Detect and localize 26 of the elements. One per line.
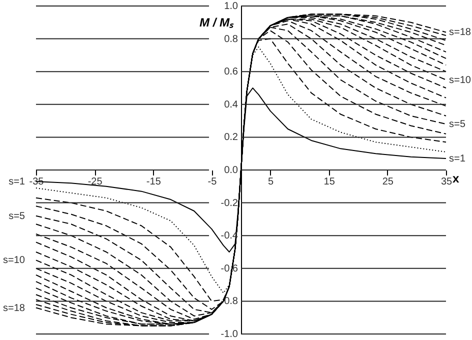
- y-tick-label: 0.8: [224, 34, 238, 45]
- y-tick-label: 1.0: [224, 1, 238, 12]
- text: s=1: [8, 176, 25, 188]
- x-tick-label: -5: [208, 176, 218, 188]
- text: s=5: [8, 210, 25, 222]
- x-tick-label: 25: [382, 176, 394, 188]
- y-tick-label: 0.2: [224, 132, 238, 144]
- series-label: s=18: [449, 27, 472, 38]
- text: s=10: [3, 255, 25, 266]
- series-label: s=10: [449, 74, 472, 86]
- y-tick-label: 0.4: [224, 99, 238, 110]
- y-tick-label: -1.0: [220, 329, 238, 340]
- x-axis-title: x: [452, 172, 460, 186]
- x-tick-label: 15: [324, 176, 336, 188]
- y-axis-title: M / Mₛ: [200, 16, 234, 30]
- text: s=18: [3, 302, 25, 314]
- x-tick-label: 5: [268, 176, 274, 188]
- x-tick-label: -25: [88, 176, 103, 188]
- y-tick-label: 0.0: [224, 165, 238, 176]
- y-tick-label: 0.6: [224, 66, 238, 78]
- x-tick-label: -35: [29, 176, 44, 188]
- series-label: s=1: [449, 154, 466, 165]
- series-label: s=5: [449, 119, 466, 130]
- x-tick-label: -15: [146, 176, 162, 188]
- x-tick-label: 35: [440, 176, 452, 188]
- y-tick-label: -0.2: [220, 198, 238, 209]
